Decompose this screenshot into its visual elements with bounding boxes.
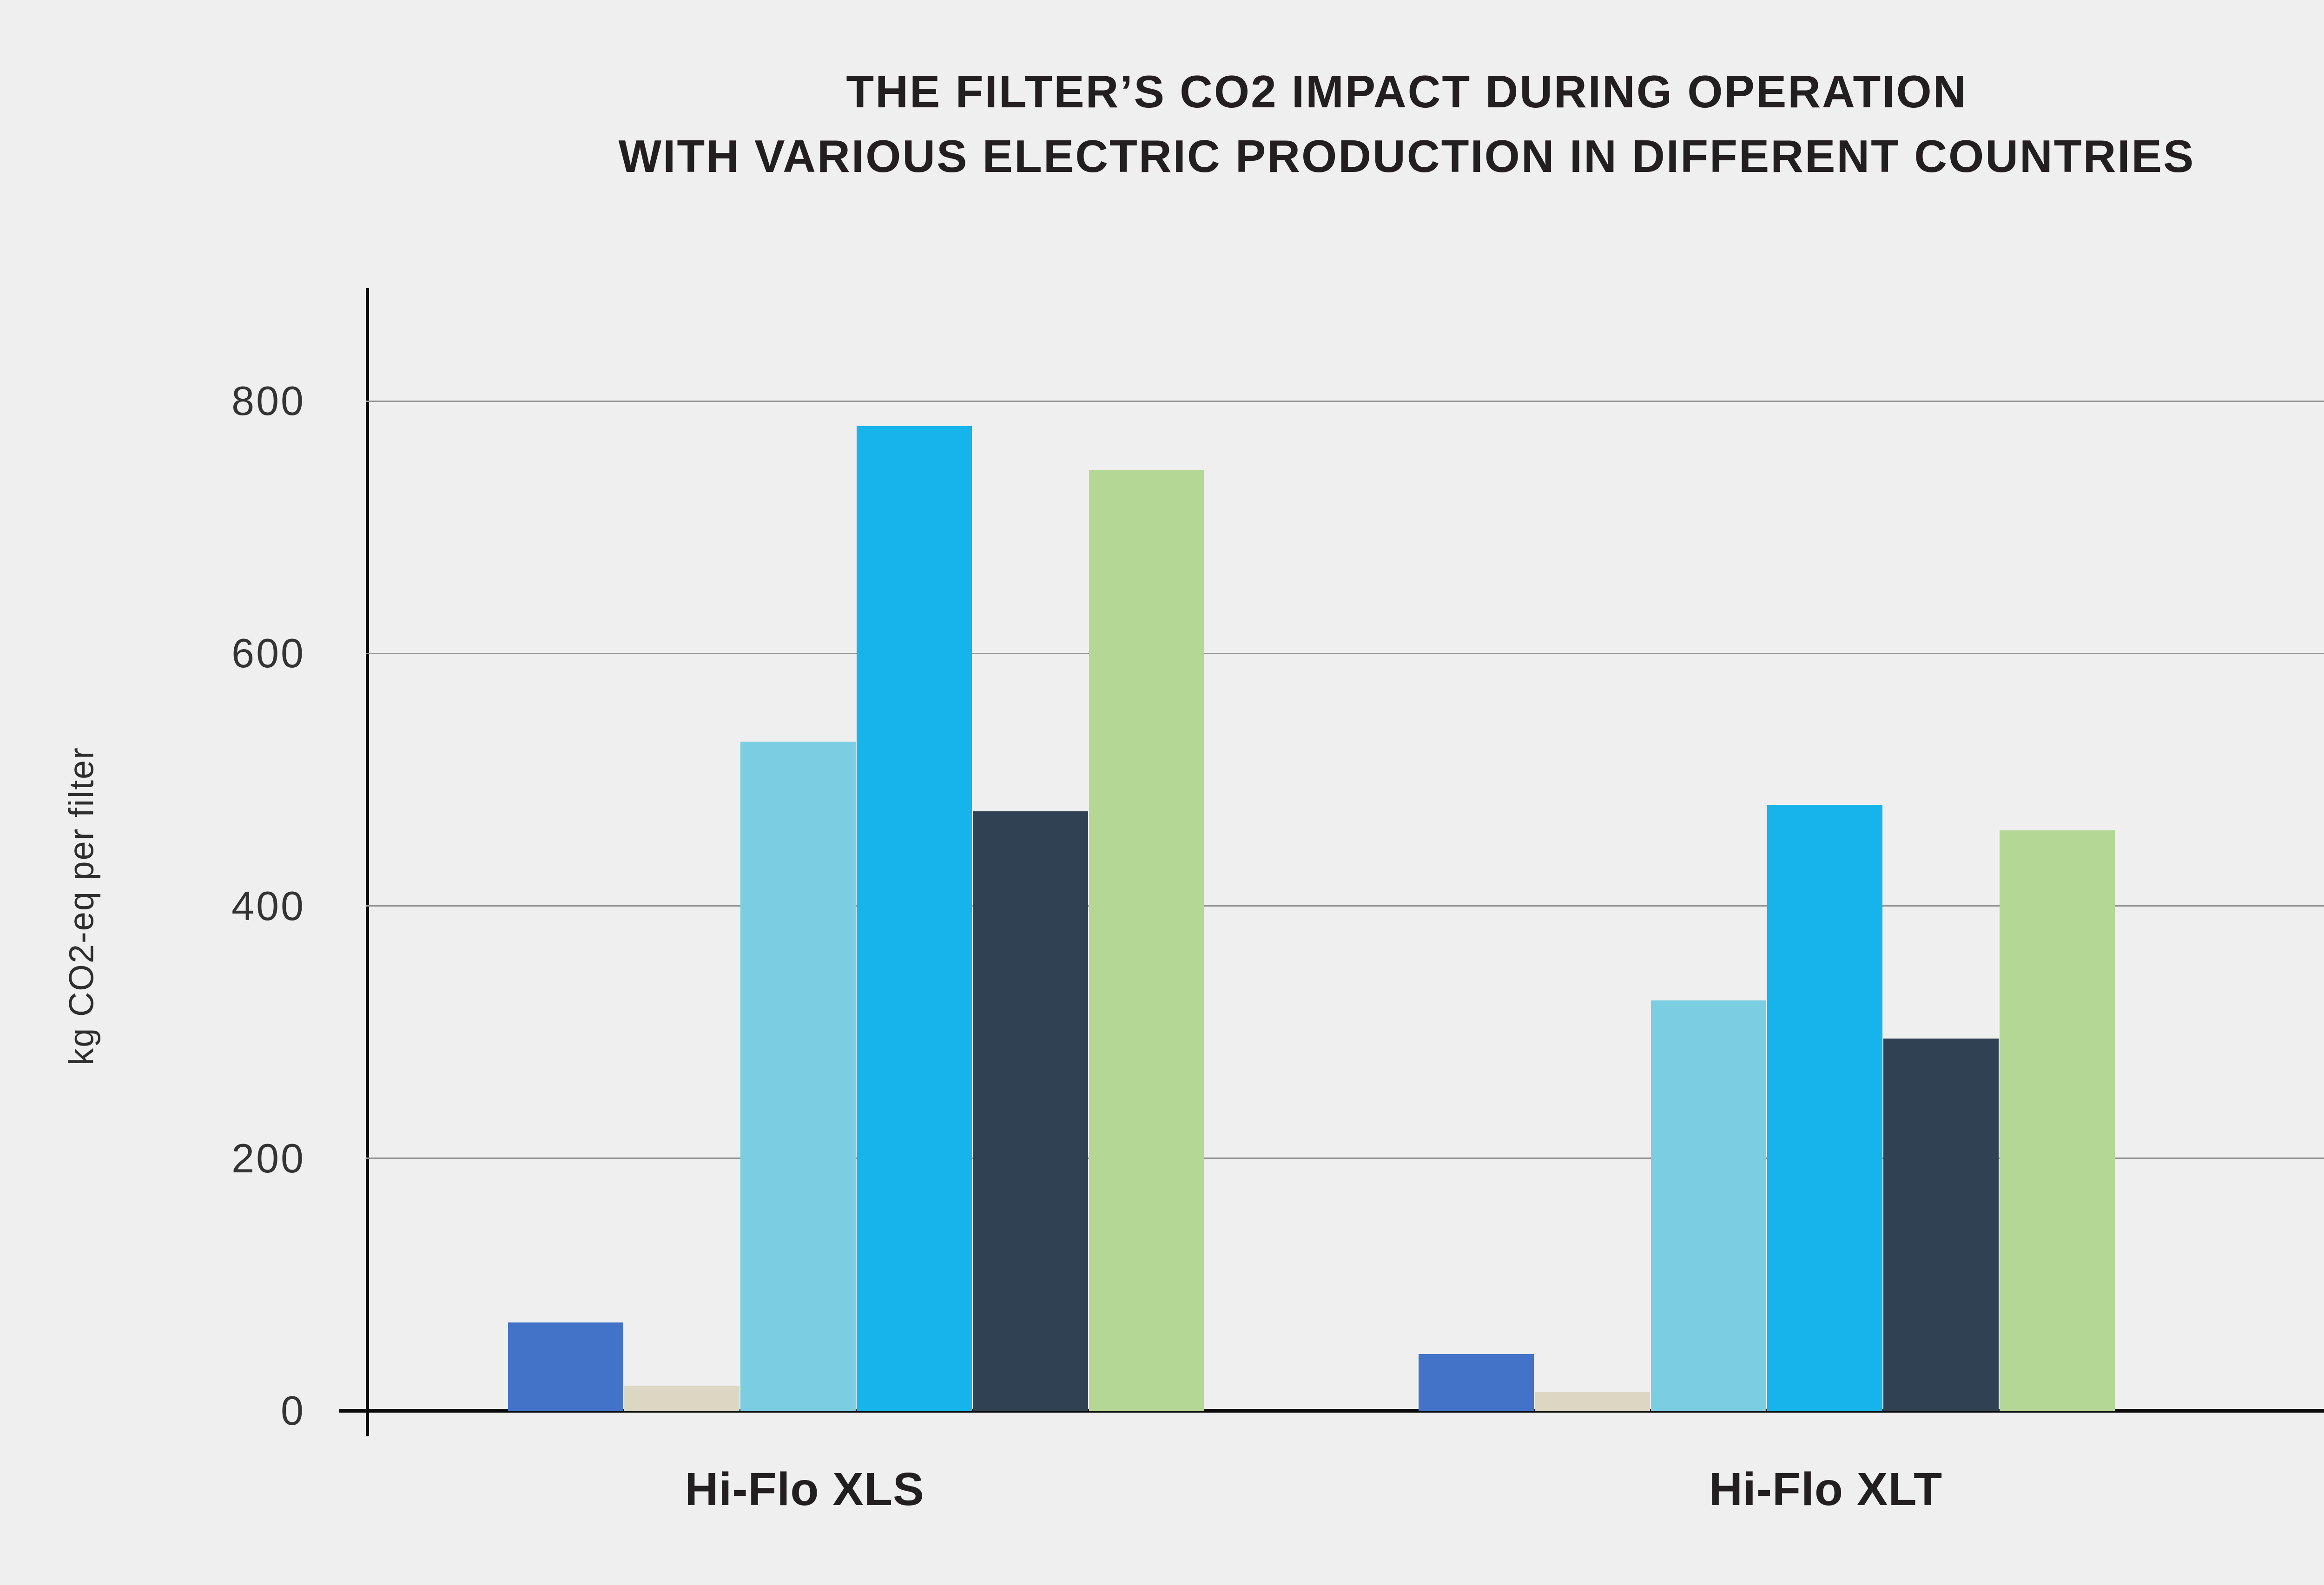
chart-title: THE FILTER’S CO2 IMPACT DURING OPERATION… [0, 59, 2324, 189]
bar-hi-flo-xls-el-mix-sweden [508, 1322, 623, 1411]
x-category-label-hi-flo-xls: Hi-Flo XLS [685, 1463, 924, 1515]
plot-area: 0 200 400 600 800 [231, 288, 2324, 1436]
bar-hi-flo-xlt-el-mix-netherlands [2000, 830, 2115, 1411]
bar-hi-flo-xls-el-mix-eu-28 [740, 742, 856, 1411]
chart-title-line1: THE FILTER’S CO2 IMPACT DURING OPERATION [846, 66, 1967, 117]
y-axis-line [366, 288, 369, 1436]
bar-hi-flo-xlt-el-mix-100-wind [1535, 1392, 1650, 1411]
bar-hi-flo-xlt-el-mix-sweden [1419, 1354, 1534, 1411]
gridline-800 [366, 400, 2324, 402]
gridline-600 [366, 652, 2324, 654]
bar-hi-flo-xls-el-mix-denmark [857, 426, 972, 1411]
gridline-400 [366, 905, 2324, 907]
gridline-200 [366, 1158, 2324, 1159]
y-axis-title: kg CO2-eq per filter [62, 747, 101, 1065]
y-tick-label-400: 400 [231, 882, 305, 929]
y-tick-label-800: 800 [231, 378, 305, 424]
y-tick-label-0: 0 [281, 1388, 305, 1434]
x-axis-line [339, 1409, 2324, 1413]
chart-title-line2: WITH VARIOUS ELECTRIC PRODUCTION IN DIFF… [618, 131, 2195, 182]
y-tick-label-200: 200 [231, 1135, 305, 1181]
bar-hi-flo-xls-el-mix-100-wind [624, 1385, 739, 1411]
bar-hi-flo-xlt-el-mix-great-britain [1883, 1038, 1999, 1411]
x-category-label-hi-flo-xlt: Hi-Flo XLT [1709, 1463, 1943, 1515]
bar-hi-flo-xls-el-mix-netherlands [1089, 470, 1204, 1411]
bar-hi-flo-xlt-el-mix-denmark [1767, 805, 1882, 1411]
bar-hi-flo-xls-el-mix-great-britain [973, 811, 1088, 1411]
y-tick-label-600: 600 [231, 630, 305, 677]
bar-hi-flo-xlt-el-mix-eu-28 [1651, 1000, 1766, 1411]
